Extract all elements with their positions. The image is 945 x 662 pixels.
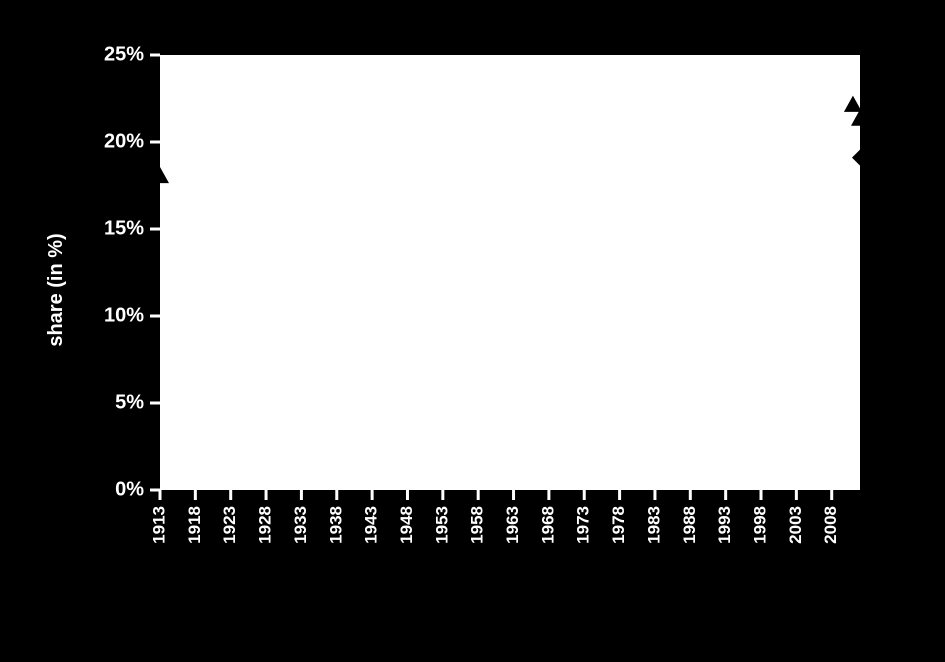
chart-svg: 0% 5% 10% 15% 20% 25% 1913 1918 1923 1928 1933 193…: [0, 0, 945, 662]
share-chart: 0% 5% 10% 15% 20% 25% 1913 1918 1923 1928 1933 193…: [0, 0, 945, 662]
x-tick-label: 2003: [786, 506, 805, 544]
x-tick-label: 1998: [750, 506, 769, 544]
x-tick-label: 1953: [432, 506, 451, 544]
x-tick-label: 1983: [644, 506, 663, 544]
y-tick-label: 10%: [104, 304, 144, 326]
x-tick-label: 2008: [821, 506, 840, 544]
x-axis: 1913 1918 1923 1928 1933 1938 1943 1948 1953 1958…: [149, 490, 840, 544]
x-tick-label: 1923: [220, 506, 239, 544]
x-tick-label: 1918: [185, 506, 204, 544]
y-tick-label: 15%: [104, 217, 144, 239]
plot-area: [160, 55, 860, 490]
x-tick-label: 1913: [149, 506, 168, 544]
x-tick-label: 1938: [326, 506, 345, 544]
x-tick-label: 1978: [609, 506, 628, 544]
x-tick-label: 1958: [468, 506, 487, 544]
y-tick-label: 0%: [115, 478, 144, 500]
x-tick-label: 1988: [680, 506, 699, 544]
y-axis-title: share (in %): [45, 233, 67, 346]
x-tick-label: 1968: [538, 506, 557, 544]
x-tick-label: 1973: [574, 506, 593, 544]
y-tick-label: 20%: [104, 130, 144, 152]
y-axis: 0% 5% 10% 15% 20% 25%: [104, 43, 160, 500]
x-tick-label: 1948: [397, 506, 416, 544]
y-tick-label: 25%: [104, 43, 144, 65]
y-tick-label: 5%: [115, 391, 144, 413]
x-tick-label: 1933: [291, 506, 310, 544]
x-tick-label: 1963: [503, 506, 522, 544]
x-tick-label: 1993: [715, 506, 734, 544]
x-tick-label: 1943: [362, 506, 381, 544]
x-tick-label: 1928: [256, 506, 275, 544]
